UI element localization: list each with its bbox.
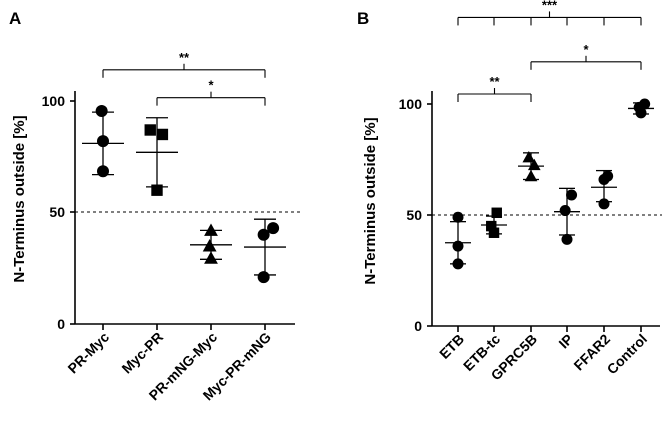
panel-a-significance-label-1: **: [179, 50, 190, 65]
panel-a-pr-mng-myc-point-3: [204, 251, 218, 264]
panel-b-etb-tc-point-1: [491, 207, 502, 219]
panel-b-ffar2-point-2: [598, 173, 610, 185]
panel-a-significance: ** *: [102, 50, 266, 106]
panel-b-ytick-label-0: 0: [414, 318, 422, 334]
panel-b: B N-Terminus outside [%] 100 50 0 ETB ET…: [357, 0, 662, 383]
panel-b-etb-point-3: [452, 258, 464, 270]
panel-b-ytick-label-50: 50: [406, 207, 422, 223]
panel-a-ytick-label-100: 100: [42, 93, 66, 109]
panel-b-etb-point-1: [452, 211, 464, 223]
panel-b-category-control: Control: [604, 331, 651, 378]
panel-b-ytick-label-100: 100: [399, 96, 423, 112]
panel-a-ytick-label-50: 50: [49, 204, 65, 220]
panel-a-category-myc-pr: Myc-PR: [118, 329, 166, 377]
panel-b-ip-point-2: [559, 205, 571, 217]
panel-a-y-axis-title: N-Terminus outside [%]: [11, 115, 28, 282]
panel-a-category-pr-myc: PR-Myc: [64, 329, 112, 377]
panel-a-pr-mng-myc-point-1: [204, 223, 218, 236]
panel-b-gprc5b-point-2: [527, 158, 541, 171]
panel-a-myc-pr-mng-point-1: [267, 222, 280, 235]
panel-b-marks: [445, 98, 654, 270]
panel-b-significance-label-3: **: [489, 74, 500, 89]
panel-b-ip-point-3: [561, 233, 573, 245]
panel-a-significance-label-2: *: [208, 78, 214, 93]
panel-a-myc-pr-point-1: [144, 124, 156, 136]
panel-b-gprc5b-point-3: [524, 169, 538, 182]
panel-a-letter: A: [9, 9, 21, 28]
panel-b-letter: B: [357, 9, 369, 28]
panel-b-y-axis-title: N-Terminus outside [%]: [362, 117, 379, 284]
panel-b-etb-tc-point-2: [486, 220, 497, 232]
panel-b-control-point-3: [635, 107, 647, 119]
panel-a-myc-pr-mng-point-3: [257, 271, 270, 284]
panel-b-significance-label-2: *: [583, 42, 589, 57]
panel-a-pr-myc-point-3: [97, 165, 109, 178]
panel-a-myc-pr-point-2: [156, 128, 169, 141]
panel-b-category-etb: ETB: [436, 331, 467, 362]
panel-b-etb-point-2: [452, 240, 464, 252]
panel-a-ytick-label-0: 0: [57, 316, 65, 332]
panel-b-gprc5b-point-1: [522, 150, 536, 163]
panel-a-marks: [82, 105, 286, 284]
panel-a-pr-myc-point-1: [95, 105, 108, 118]
panel-a: A N-Terminus outside [%] 100 50 0 PR-Myc…: [9, 9, 300, 403]
panel-b-ip-point-1: [566, 189, 578, 201]
panel-a-myc-pr-mng-point-2: [257, 228, 270, 241]
panel-a-pr-myc-point-2: [97, 135, 109, 148]
panel-b-ffar2-point-3: [598, 198, 610, 210]
panel-b-significance-label-1: ***: [542, 0, 558, 12]
panel-b-control-point-2: [639, 98, 651, 110]
panel-a-myc-pr-point-3: [151, 184, 163, 196]
panel-b-significance: *** * **: [457, 0, 642, 103]
panel-b-category-ip: IP: [555, 331, 576, 352]
panel-b-etb-tc-point-3: [488, 227, 500, 238]
panel-a-pr-mng-myc-point-2: [202, 239, 217, 252]
